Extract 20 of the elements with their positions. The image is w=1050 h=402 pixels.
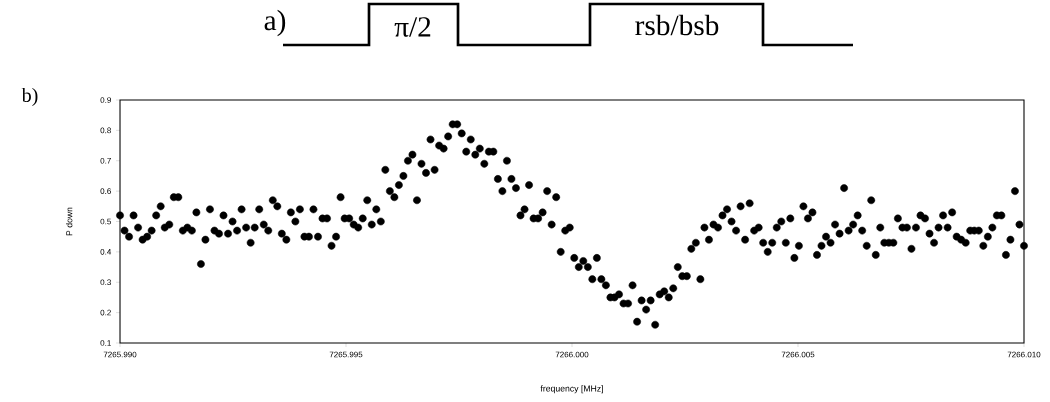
y-tick-label: 0.1 — [100, 340, 111, 346]
x-tick-label: 7266.005 — [781, 351, 815, 358]
text: a) — [264, 9, 286, 37]
text: π/2 — [394, 17, 431, 37]
y-tick-label: 0.6 — [100, 188, 111, 194]
x-axis-title: frequency [MHz] — [540, 385, 603, 394]
y-tick-label: 0.7 — [100, 157, 111, 164]
y-tick-label: 0.9 — [100, 97, 111, 103]
y-tick-label: 0.3 — [100, 279, 111, 286]
x-tick-label: 7266.010 — [1007, 351, 1041, 358]
x-tick-label: 7266.000 — [555, 351, 589, 358]
x-tick-label: 7265.990 — [103, 351, 137, 358]
y-axis-title: P down — [66, 207, 73, 236]
text: b) — [21, 87, 38, 107]
y-tick-label: 0.5 — [100, 218, 111, 225]
x-tick-label: 7265.995 — [329, 351, 363, 358]
y-tick-label: 0.2 — [100, 309, 111, 316]
y-tick-label: 0.4 — [100, 249, 112, 255]
text: rsb/bsb — [635, 14, 719, 36]
y-tick-label: 0.8 — [100, 127, 111, 134]
